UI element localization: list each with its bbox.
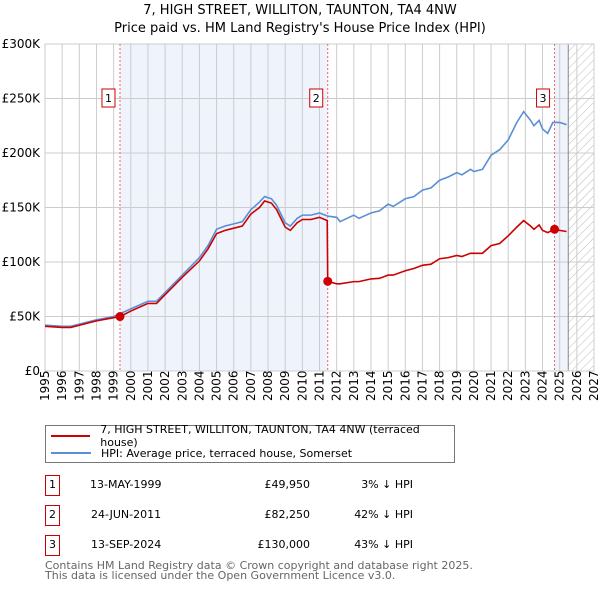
sale-marker-label: 1 — [45, 475, 60, 496]
chart-subtitle: Price paid vs. HM Land Registry's House … — [114, 21, 486, 36]
sale-number-label: 3 — [540, 92, 547, 105]
sale-number-box — [536, 88, 551, 108]
sale-date: 13-SEP-2024 — [91, 538, 162, 551]
sale-point — [550, 224, 560, 234]
sale-hpi-diff: 43% ↓ HPI — [354, 538, 413, 551]
x-tick-label: 2008 — [261, 370, 275, 401]
sale-price: £49,950 — [264, 478, 311, 491]
legend-label: 7, HIGH STREET, WILLITON, TAUNTON, TA4 4… — [100, 423, 420, 449]
y-tick-label: £200K — [2, 146, 42, 160]
sale-number-box — [101, 88, 116, 108]
x-tick-label: 2025 — [553, 370, 567, 401]
x-tick-label: 2024 — [536, 370, 550, 401]
sale-marker-label: 3 — [45, 535, 60, 556]
sale-date: 13-MAY-1999 — [90, 478, 162, 491]
sale-price: £130,000 — [257, 538, 311, 551]
plot-frame — [44, 43, 595, 372]
sale-hpi-diff: 3% ↓ HPI — [361, 478, 413, 491]
x-tick-label: 2013 — [347, 370, 361, 401]
legend-item-hpi: HPI: Average price, terraced house, Some… — [46, 445, 352, 461]
x-tick-label: 2021 — [484, 370, 498, 401]
sale-marker-label: 2 — [45, 505, 60, 526]
chart-title: 7, HIGH STREET, WILLITON, TAUNTON, TA4 4… — [143, 3, 457, 18]
y-tick-label: £0 — [25, 364, 40, 378]
x-tick-label: 2003 — [175, 370, 189, 401]
x-tick-label: 2001 — [141, 370, 155, 401]
x-tick-label: 2002 — [158, 370, 172, 401]
x-tick-label: 2011 — [313, 370, 327, 401]
x-tick-label: 2023 — [518, 370, 532, 401]
x-tick-label: 1997 — [72, 370, 86, 401]
x-tick-label: 2014 — [364, 370, 378, 401]
y-tick-label: £100K — [2, 255, 42, 269]
footer-copyright: Contains HM Land Registry data © Crown c… — [45, 559, 473, 572]
x-tick-label: 1995 — [38, 370, 52, 401]
x-tick-label: 2018 — [433, 370, 447, 401]
sale-number-box — [309, 88, 324, 108]
y-tick-label: £50K — [9, 310, 41, 324]
x-tick-label: 1996 — [55, 370, 69, 401]
x-tick-label: 2005 — [210, 370, 224, 401]
x-tick-label: 2007 — [244, 370, 258, 401]
x-tick-label: 1998 — [89, 370, 103, 401]
legend-label: HPI: Average price, terraced house, Some… — [101, 446, 353, 460]
legend-swatch-blue — [51, 452, 91, 454]
y-tick-label: £250K — [2, 92, 42, 106]
sale-price: £82,250 — [264, 508, 311, 521]
x-tick-label: 2006 — [227, 370, 241, 401]
sale-number-label: 2 — [313, 92, 320, 105]
x-tick-label: 2017 — [415, 370, 429, 401]
y-tick-label: £300K — [2, 37, 42, 51]
sale-row: 1 13-MAY-1999 £49,950 3% ↓ HPI — [45, 475, 465, 497]
x-tick-label: 2000 — [124, 370, 138, 401]
x-tick-label: 2019 — [450, 370, 464, 401]
legend-swatch-red — [51, 435, 91, 437]
x-tick-label: 2027 — [587, 370, 600, 401]
series-line-hpi — [44, 110, 567, 328]
x-tick-label: 2026 — [570, 370, 584, 401]
legend: 7, HIGH STREET, WILLITON, TAUNTON, TA4 4… — [45, 423, 455, 463]
footer: Contains HM Land Registry data © Crown c… — [45, 559, 473, 582]
x-tick-label: 2022 — [501, 370, 515, 401]
x-tick-label: 2010 — [295, 370, 309, 401]
x-tick-label: 2016 — [398, 370, 412, 401]
sale-row: 3 13-SEP-2024 £130,000 43% ↓ HPI — [45, 535, 465, 557]
y-tick-label: £150K — [2, 201, 42, 215]
price-chart: 1995 1996 1997 1998 1999 2000 2001 2002 2003 2004… — [2, 37, 600, 401]
sale-point — [115, 312, 125, 322]
series-line-property — [44, 200, 567, 329]
x-tick-label: 2004 — [192, 370, 206, 401]
sale-hpi-diff: 42% ↓ HPI — [354, 508, 413, 521]
x-tick-label: 2020 — [467, 370, 481, 401]
x-tick-label: 2009 — [278, 370, 292, 401]
x-tick-label: 2015 — [381, 370, 395, 401]
sale-point — [323, 276, 333, 286]
legend-item-property: 7, HIGH STREET, WILLITON, TAUNTON, TA4 4… — [46, 423, 454, 449]
x-tick-label: 1999 — [107, 370, 121, 401]
sale-number-label: 1 — [105, 92, 112, 105]
sale-row: 2 24-JUN-2011 £82,250 42% ↓ HPI — [45, 505, 465, 527]
footer-licence: This data is licensed under the Open Gov… — [45, 569, 396, 582]
x-tick-label: 2012 — [330, 370, 344, 401]
sale-date: 24-JUN-2011 — [91, 508, 162, 521]
